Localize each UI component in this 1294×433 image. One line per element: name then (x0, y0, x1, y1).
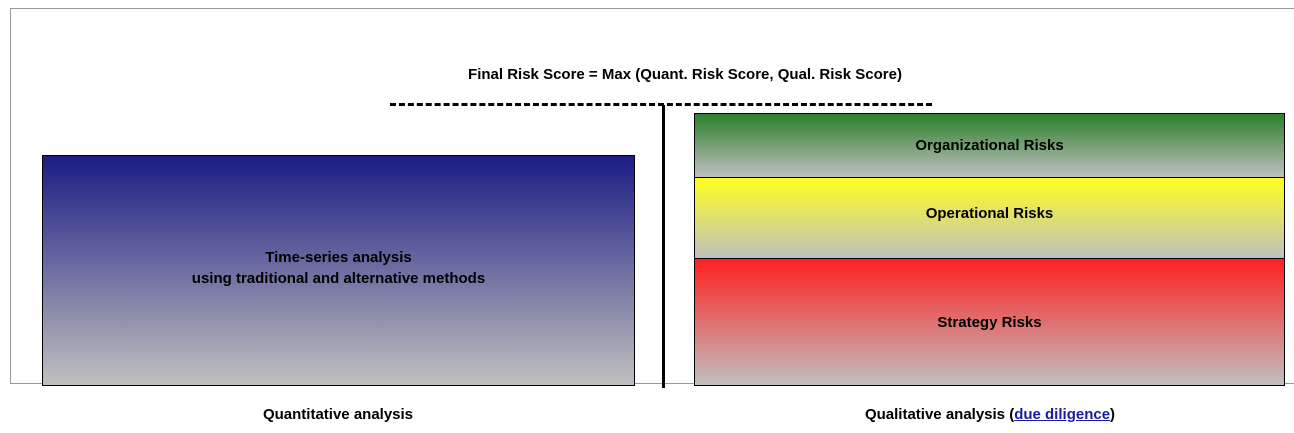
box-line: using traditional and alternative method… (191, 269, 486, 287)
box-label: Organizational Risks (915, 137, 1064, 154)
operational-box: Operational Risks (694, 177, 1285, 259)
title: Final Risk Score = Max (Quant. Risk Scor… (468, 66, 902, 83)
caption: Qualitative analysis (due diligence) (790, 406, 1190, 423)
frame (10, 8, 1294, 384)
box-line: Time-series analysis (265, 248, 412, 266)
caption-text: ) (1110, 406, 1116, 423)
organizational-box: Organizational Risks (694, 113, 1285, 178)
strategy-box: Strategy Risks (694, 258, 1285, 386)
box-label: Operational Risks (925, 204, 1054, 222)
dashed-line (390, 103, 932, 106)
box-label: Strategy Risks (937, 313, 1042, 331)
divider (662, 105, 665, 388)
caption-text: Qualitative analysis ( (864, 406, 1015, 423)
quantitative-box: Time-series analysis using traditional a… (42, 155, 635, 386)
caption: Quantitative analysis (262, 406, 414, 423)
link[interactable]: due diligence (1014, 406, 1111, 423)
